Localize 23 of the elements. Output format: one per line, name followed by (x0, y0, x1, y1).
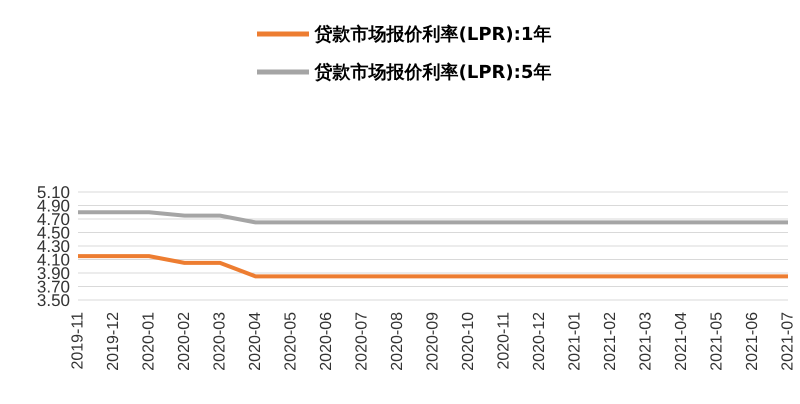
x-tick-label: 2020-10 (460, 312, 477, 371)
x-tick-label: 2020-03 (212, 312, 228, 371)
legend-label: 贷款市场报价利率(LPR):1年 (314, 23, 552, 46)
x-tick-label: 2021-01 (566, 312, 584, 371)
x-tick-label: 2020-09 (424, 312, 442, 371)
x-tick-label: 2019-11 (70, 312, 86, 370)
x-tick-label: 2020-11 (496, 312, 512, 370)
x-tick-label: 2020-06 (318, 312, 335, 371)
x-tick-label: 2020-02 (176, 312, 193, 371)
x-tick-label: 2020-05 (282, 312, 300, 371)
x-tick-label: 2020-12 (531, 312, 548, 371)
x-tick-label: 2021-02 (602, 312, 619, 371)
x-tick-label: 2021-06 (744, 312, 761, 371)
x-tick-label: 2020-08 (389, 312, 406, 371)
x-tick-label: 2021-03 (638, 312, 654, 371)
x-tick-label: 2021-07 (780, 312, 796, 371)
x-tick-label: 2020-04 (247, 312, 264, 371)
legend-label: 贷款市场报价利率(LPR):5年 (314, 61, 552, 84)
x-tick-label: 2021-04 (673, 312, 690, 371)
x-tick-label: 2021-05 (708, 312, 726, 371)
x-tick-label: 2019-12 (105, 312, 122, 371)
x-tick-label: 2020-01 (140, 312, 158, 371)
x-tick-label: 2020-07 (354, 312, 370, 371)
